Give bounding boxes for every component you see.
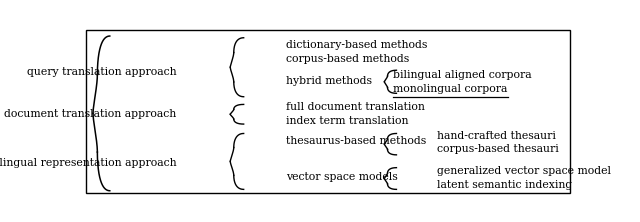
Text: corpus-based thesauri: corpus-based thesauri (437, 144, 559, 154)
Text: hand-crafted thesauri: hand-crafted thesauri (437, 131, 556, 141)
Text: corpus-based methods: corpus-based methods (286, 54, 409, 64)
Text: dictionary-based methods: dictionary-based methods (286, 40, 428, 50)
Text: query translation approach: query translation approach (27, 67, 177, 77)
Text: monolingual corpora: monolingual corpora (394, 83, 508, 93)
Text: vector space models: vector space models (286, 172, 397, 182)
Text: index term translation: index term translation (286, 116, 408, 126)
Text: hybrid methods: hybrid methods (286, 76, 372, 86)
Text: generalized vector space model: generalized vector space model (437, 166, 611, 176)
Text: latent semantic indexing: latent semantic indexing (437, 180, 572, 190)
Text: interlingual representation approach: interlingual representation approach (0, 158, 177, 168)
Text: document translation approach: document translation approach (4, 109, 177, 119)
Text: full document translation: full document translation (286, 102, 425, 112)
Text: bilingual aligned corpora: bilingual aligned corpora (394, 69, 532, 79)
Text: thesaurus-based methods: thesaurus-based methods (286, 136, 426, 146)
